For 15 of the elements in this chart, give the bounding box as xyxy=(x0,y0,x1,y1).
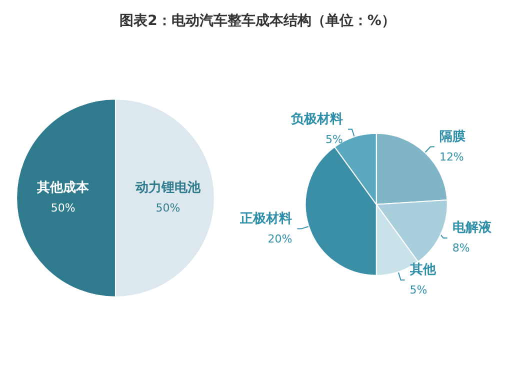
data-label: 5% xyxy=(325,132,343,146)
slice-label: 动力锂电池 xyxy=(134,180,202,196)
slice-label: 隔膜 xyxy=(439,129,466,144)
slice-label: 电解液 xyxy=(452,220,492,236)
slice-label: 其他 xyxy=(408,262,437,278)
text: 图表2：电动汽车整车成本结构（单位：%） xyxy=(118,12,396,30)
data-label: 50% xyxy=(156,202,180,214)
data-label: 50% xyxy=(50,202,76,214)
data-label: 20% xyxy=(268,232,292,246)
slice-label: 其他成本 xyxy=(36,180,90,196)
slice-label: 负极材料 xyxy=(290,112,343,127)
slice-label: 正极材料 xyxy=(239,211,292,226)
data-label: 8% xyxy=(452,242,470,255)
data-label: 12% xyxy=(439,150,464,164)
data-label: 5% xyxy=(410,284,428,297)
